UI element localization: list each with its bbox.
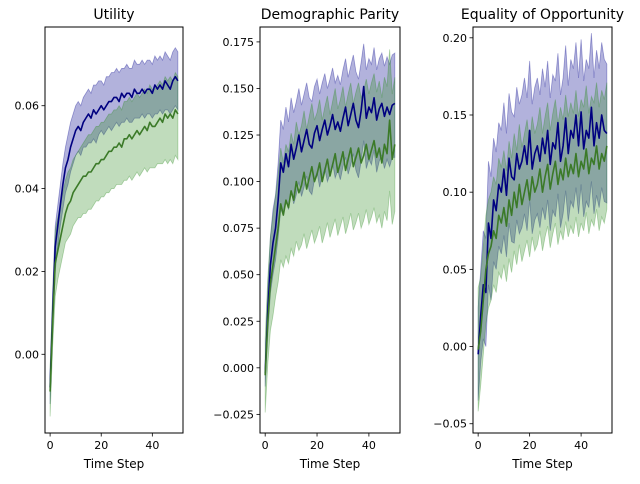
y-tick-label: 0.10 (443, 186, 468, 199)
y-tick-label: 0.00 (15, 348, 40, 361)
chart-panel-1: 0.00 0.02 0.04 0.06 0 20 40 Utility Time Step (15, 7, 184, 471)
y-tick-label: 0.175 (223, 36, 255, 49)
plot-area (477, 33, 608, 412)
x-axis-label: Time Step (83, 457, 145, 471)
y-tick-label: 0.000 (223, 362, 255, 375)
y-tick-label: −0.025 (213, 408, 254, 421)
y-tick-label: 0.025 (223, 315, 255, 328)
x-tick-label: 20 (310, 439, 324, 452)
mean-line-series-1 (477, 106, 608, 355)
plot-area (264, 43, 396, 413)
mean-line-series-1 (49, 75, 179, 388)
confidence-band-series-2 (49, 71, 179, 417)
x-axis-label: Time Step (299, 457, 361, 471)
y-tick-label: 0.125 (223, 129, 255, 142)
x-tick-label: 0 (475, 439, 482, 452)
mean-line-series-2 (264, 119, 396, 376)
y-tick-label: 0.100 (223, 176, 255, 189)
y-tick-label: 0.02 (15, 265, 40, 278)
chart-panel-2: −0.025 0.000 0.025 0.050 0.075 0.100 0.125 0.15… (213, 7, 401, 471)
plot-area (49, 46, 179, 417)
y-tick-label: 0.15 (443, 109, 468, 122)
y-tick-label: 0.05 (443, 263, 468, 276)
y-tick-label: 0.06 (15, 100, 40, 113)
axes-frame (472, 26, 613, 434)
y-tick-label: 0.050 (223, 269, 255, 282)
axes-frame (259, 26, 401, 434)
confidence-band-series-1 (264, 43, 396, 387)
chart-title: Equality of Opportunity (461, 7, 624, 23)
x-tick-label: 0 (262, 439, 269, 452)
x-tick-label: 0 (47, 439, 54, 452)
y-tick-label: 0.075 (223, 222, 255, 235)
axes-frame (44, 26, 184, 434)
y-tick-label: 0.04 (15, 183, 40, 196)
chart-title: Utility (93, 7, 134, 23)
x-tick-label: 20 (94, 439, 108, 452)
chart-panel-3: −0.05 0.00 0.05 0.10 0.15 0.20 0 20 40 Equality o… (433, 7, 624, 471)
y-tick-label: 0.150 (223, 82, 255, 95)
x-axis-label: Time Step (511, 457, 573, 471)
mean-line-series-2 (477, 145, 608, 350)
x-tick-label: 40 (362, 439, 376, 452)
x-tick-label: 40 (574, 439, 588, 452)
chart-title: Demographic Parity (261, 7, 399, 23)
y-tick-label: 0.20 (443, 32, 468, 45)
mean-line-series-2 (49, 109, 179, 392)
confidence-band-series-1 (49, 46, 179, 405)
x-tick-label: 20 (523, 439, 537, 452)
mean-line-series-1 (264, 85, 396, 374)
x-tick-label: 40 (145, 439, 159, 452)
y-tick-label: −0.05 (433, 418, 467, 431)
y-tick-label: 0.00 (443, 341, 468, 354)
